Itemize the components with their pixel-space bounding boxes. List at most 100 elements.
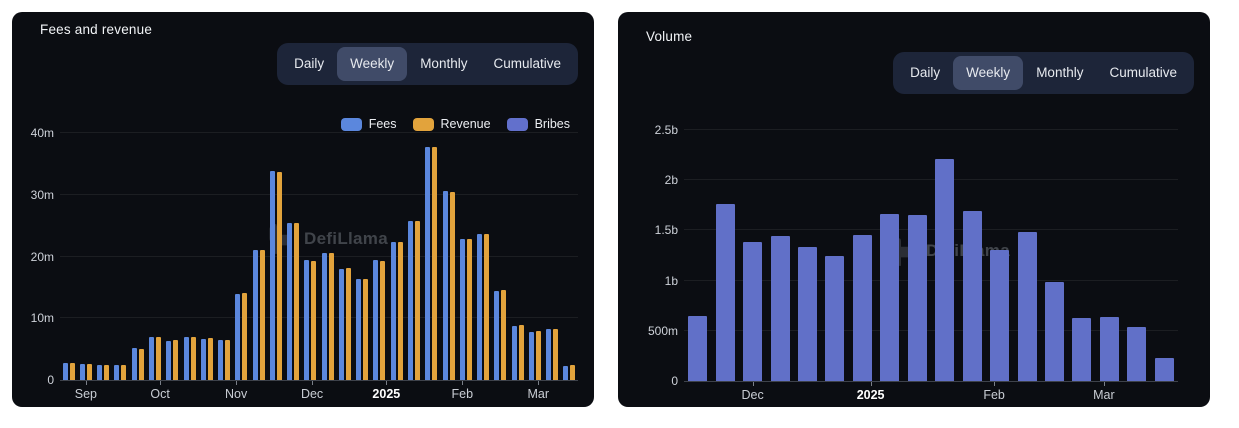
bar-volume[interactable] <box>990 250 1010 381</box>
bar-revenue[interactable] <box>311 260 317 380</box>
x-axis-label: 2025 <box>856 388 885 402</box>
bar-volume[interactable] <box>1154 357 1174 381</box>
bar-fees[interactable] <box>62 363 68 380</box>
bar-volume[interactable] <box>880 214 900 381</box>
bar-fees[interactable] <box>183 336 189 380</box>
bar-revenue[interactable] <box>104 365 110 380</box>
bar-fees[interactable] <box>131 347 137 380</box>
bar-fees[interactable] <box>338 268 344 380</box>
tab-weekly[interactable]: Weekly <box>337 47 408 81</box>
bar-revenue[interactable] <box>121 364 127 380</box>
bar-fees[interactable] <box>425 146 431 380</box>
bar-revenue[interactable] <box>328 253 334 380</box>
legend-item-fees[interactable]: Fees <box>340 117 397 131</box>
bar-revenue[interactable] <box>518 325 524 380</box>
tab-weekly[interactable]: Weekly <box>953 56 1024 90</box>
bar-volume[interactable] <box>1127 326 1147 381</box>
bar-fees[interactable] <box>459 239 465 380</box>
bar-fees[interactable] <box>528 331 534 380</box>
y-axis-label: 500m <box>647 323 678 338</box>
bar-revenue[interactable] <box>535 331 541 380</box>
bar-volume[interactable] <box>715 204 735 381</box>
bar-revenue[interactable] <box>155 336 161 380</box>
bar-revenue[interactable] <box>294 222 300 380</box>
bar-fees[interactable] <box>546 329 552 380</box>
bar-revenue[interactable] <box>363 278 369 380</box>
bar-fees[interactable] <box>166 341 172 380</box>
bar-volume[interactable] <box>852 235 872 381</box>
tab-daily[interactable]: Daily <box>294 56 325 71</box>
bar-revenue[interactable] <box>553 328 559 380</box>
bar-fees[interactable] <box>148 337 154 380</box>
bar-fees[interactable] <box>269 171 275 380</box>
bar-volume[interactable] <box>1045 281 1064 381</box>
bar-volume[interactable] <box>1072 317 1092 381</box>
bar-revenue[interactable] <box>225 339 231 380</box>
bar-volume[interactable] <box>962 211 982 381</box>
bar-volume[interactable] <box>743 242 763 381</box>
tab-monthly[interactable]: Monthly <box>420 56 468 71</box>
bar-volume[interactable] <box>688 315 708 381</box>
bar-revenue[interactable] <box>432 147 438 380</box>
bar-revenue[interactable] <box>276 171 282 380</box>
bar-revenue[interactable] <box>173 340 179 380</box>
legend-label: Bribes <box>534 117 570 131</box>
bar-volume[interactable] <box>1099 316 1119 381</box>
bar-revenue[interactable] <box>484 233 490 380</box>
legend-item-bribes[interactable]: Bribes <box>506 117 570 131</box>
y-axis-label: 20m <box>30 249 54 264</box>
bar-volume[interactable] <box>907 215 927 381</box>
bar-fees[interactable] <box>79 363 85 380</box>
bar-volume[interactable] <box>935 159 955 381</box>
bar-volume[interactable] <box>770 236 790 381</box>
bar-fees[interactable] <box>494 291 500 380</box>
y-axis-label: 2.5b <box>654 123 678 137</box>
bar-fees[interactable] <box>390 242 396 380</box>
bar-fees[interactable] <box>442 191 448 380</box>
bar-revenue[interactable] <box>86 363 92 380</box>
bar-revenue[interactable] <box>207 338 213 380</box>
x-axis-tick <box>1103 382 1105 386</box>
bar-revenue[interactable] <box>570 365 576 380</box>
bar-volume[interactable] <box>1017 232 1037 381</box>
bar-revenue[interactable] <box>259 250 265 380</box>
bar-fees[interactable] <box>287 223 293 380</box>
bar-fees[interactable] <box>235 293 241 380</box>
bar-fees[interactable] <box>200 338 206 380</box>
tab-daily[interactable]: Daily <box>910 65 941 80</box>
x-axis-tick <box>85 381 87 385</box>
bar-revenue[interactable] <box>466 238 472 380</box>
x-axis-label: Mar <box>527 387 550 401</box>
bar-fees[interactable] <box>511 325 517 380</box>
tab-cumulative[interactable]: Cumulative <box>1109 65 1177 80</box>
bar-revenue[interactable] <box>190 336 196 380</box>
bar-revenue[interactable] <box>414 221 420 380</box>
x-axis-label: 2025 <box>372 387 401 401</box>
bar-fees[interactable] <box>407 220 413 380</box>
bar-fees[interactable] <box>477 234 483 380</box>
bar-revenue[interactable] <box>242 292 248 380</box>
bar-revenue[interactable] <box>69 362 75 380</box>
bar-fees[interactable] <box>114 364 120 380</box>
legend-item-revenue[interactable]: Revenue <box>412 117 491 131</box>
bar-revenue[interactable] <box>138 348 144 380</box>
bar-volume[interactable] <box>798 247 817 381</box>
bar-revenue[interactable] <box>380 260 386 380</box>
bar-fees[interactable] <box>563 365 569 380</box>
tab-monthly[interactable]: Monthly <box>1036 65 1084 80</box>
bar-fees[interactable] <box>97 365 103 380</box>
bar-fees[interactable] <box>373 260 379 380</box>
bar-revenue[interactable] <box>501 290 507 380</box>
bar-revenue[interactable] <box>449 191 455 380</box>
bar-fees[interactable] <box>218 340 224 380</box>
bar-fees[interactable] <box>252 250 258 380</box>
bar-fees[interactable] <box>304 260 310 380</box>
bar-fees[interactable] <box>321 252 327 380</box>
bar-fees[interactable] <box>356 279 362 380</box>
bar-revenue[interactable] <box>345 268 351 380</box>
bar-revenue[interactable] <box>397 241 403 380</box>
tab-cumulative[interactable]: Cumulative <box>493 56 561 71</box>
period-tabs: Daily Weekly Monthly Cumulative <box>893 52 1194 94</box>
bar-volume[interactable] <box>825 255 845 381</box>
